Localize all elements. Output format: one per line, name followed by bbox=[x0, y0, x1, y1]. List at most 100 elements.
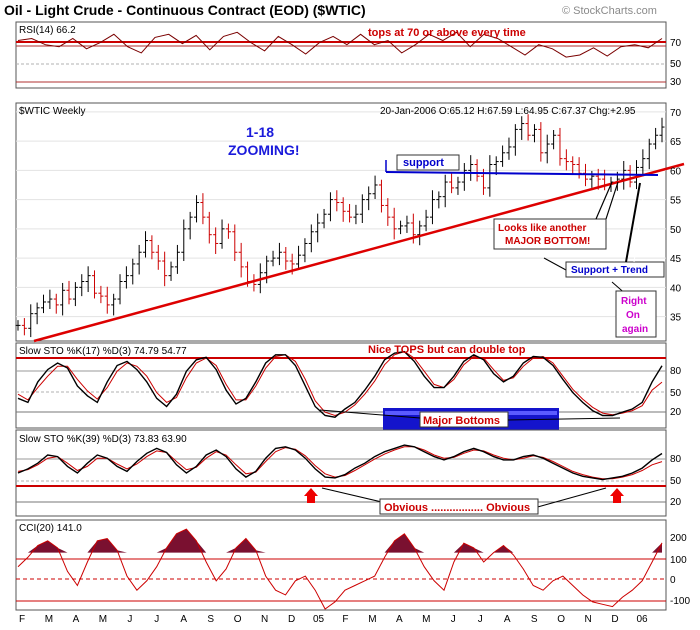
price-tick-label: 70 bbox=[670, 108, 682, 119]
x-axis-label: J bbox=[127, 614, 132, 625]
x-axis-labels: F M A M J J A S O N D 05 F M A M J J A S O N D 06 bbox=[19, 614, 648, 625]
trend-annotation: Support + Trend bbox=[571, 265, 648, 276]
x-axis-label: F bbox=[19, 614, 25, 625]
x-axis-label: J bbox=[451, 614, 456, 625]
price-bar bbox=[391, 207, 397, 240]
price-bar bbox=[162, 251, 168, 287]
price-bar bbox=[47, 289, 53, 309]
price-tick-label: 60 bbox=[670, 166, 682, 177]
sto17-panel: Slow STO %K(17) %D(3) 74.79 54.77 Major … bbox=[15, 342, 682, 433]
x-axis-label: N bbox=[261, 614, 268, 625]
price-bar bbox=[15, 320, 21, 331]
price-bar bbox=[487, 155, 493, 197]
sto17-tick-50: 50 bbox=[670, 388, 682, 399]
price-bar bbox=[519, 116, 525, 140]
right-annotation-line1: Right bbox=[621, 296, 647, 307]
price-bar bbox=[423, 209, 429, 232]
support-annotation: support bbox=[403, 157, 444, 169]
zoom-annotation-line1: 1-18 bbox=[246, 124, 274, 140]
price-bar bbox=[506, 137, 512, 160]
up-arrow-left bbox=[304, 488, 318, 503]
price-bar bbox=[219, 219, 225, 249]
price-bar bbox=[640, 149, 646, 177]
price-bar bbox=[111, 293, 117, 316]
price-ticks: 70 65 60 55 50 45 40 35 bbox=[670, 108, 682, 324]
x-axis-label: D bbox=[288, 614, 295, 625]
price-bar bbox=[200, 193, 206, 225]
price-bar bbox=[41, 294, 47, 314]
price-tick-label: 45 bbox=[670, 254, 682, 265]
support-line bbox=[385, 171, 659, 176]
price-bar bbox=[455, 176, 461, 195]
price-bar bbox=[117, 274, 123, 305]
price-tick-label: 65 bbox=[670, 137, 682, 148]
price-bar bbox=[283, 246, 289, 270]
cci-panel: CCI(20) 141.0 200 100 0 -100 bbox=[15, 519, 690, 611]
price-bar bbox=[366, 186, 372, 211]
x-axis-label: S bbox=[207, 614, 214, 625]
price-bar bbox=[417, 220, 423, 246]
price-tick-label: 40 bbox=[670, 283, 682, 294]
price-bar bbox=[321, 208, 327, 229]
price-tick-label: 55 bbox=[670, 196, 682, 207]
price-bar bbox=[327, 192, 333, 222]
price-bar bbox=[98, 285, 104, 304]
price-bar bbox=[315, 213, 321, 243]
price-bar bbox=[512, 124, 518, 156]
price-bar bbox=[334, 190, 340, 212]
x-axis-label: A bbox=[180, 614, 187, 625]
price-bar bbox=[500, 145, 506, 167]
sto17-tick-20: 20 bbox=[670, 407, 682, 418]
price-bar bbox=[296, 245, 302, 270]
price-tick-label: 50 bbox=[670, 225, 682, 236]
price-bar bbox=[104, 286, 110, 314]
sto39-tick-20: 20 bbox=[670, 497, 682, 508]
x-axis-label: N bbox=[584, 614, 591, 625]
cci-series-line bbox=[17, 528, 663, 610]
price-bar bbox=[353, 204, 359, 225]
cci-tick-0: 0 bbox=[670, 575, 676, 586]
price-bar bbox=[34, 302, 40, 325]
cci-tick-100: 100 bbox=[670, 555, 687, 566]
cci-label: CCI(20) 141.0 bbox=[19, 523, 82, 534]
rsi-tick-50: 50 bbox=[670, 59, 682, 70]
x-axis-label: M bbox=[45, 614, 53, 625]
price-bar bbox=[308, 224, 314, 253]
rsi-tick-70: 70 bbox=[670, 38, 682, 49]
sto17-tick-80: 80 bbox=[670, 366, 682, 377]
price-bar bbox=[557, 127, 563, 166]
price-bar bbox=[232, 224, 238, 262]
sto17-note: Nice TOPS but can double top bbox=[368, 344, 526, 356]
obvious-note: Obvious ................. Obvious bbox=[384, 502, 530, 514]
x-axis-label: M bbox=[368, 614, 376, 625]
up-arrow-right bbox=[610, 488, 624, 503]
price-bar bbox=[653, 127, 659, 150]
price-bar bbox=[359, 194, 365, 223]
price-tick-label: 35 bbox=[670, 313, 682, 324]
price-bar bbox=[468, 155, 474, 181]
price-bar bbox=[123, 266, 129, 289]
x-axis-label: M bbox=[99, 614, 107, 625]
x-axis-label: J bbox=[154, 614, 159, 625]
price-bar bbox=[130, 258, 136, 285]
x-axis-label: M bbox=[422, 614, 430, 625]
price-bar bbox=[206, 211, 212, 244]
x-axis-label: 05 bbox=[313, 614, 325, 625]
price-bar bbox=[525, 114, 531, 141]
chart-title: Oil - Light Crude - Continuous Contract … bbox=[4, 2, 366, 18]
rsi-series-line bbox=[17, 31, 663, 58]
price-bar bbox=[429, 190, 435, 225]
price-bar bbox=[60, 282, 66, 316]
rsi-panel: RSI(14) 66.2 tops at 70 or above every t… bbox=[15, 21, 682, 89]
price-bar bbox=[155, 244, 161, 270]
bottom-annotation-line2: MAJOR BOTTOM! bbox=[505, 236, 590, 247]
price-bar bbox=[187, 211, 193, 240]
sto39-tick-50: 50 bbox=[670, 476, 682, 487]
price-bar bbox=[302, 238, 308, 263]
price-bar bbox=[551, 129, 557, 150]
price-bar bbox=[627, 165, 633, 188]
major-bottoms-note: Major Bottoms bbox=[423, 415, 500, 427]
price-bar bbox=[436, 191, 442, 209]
price-bar bbox=[474, 159, 480, 182]
